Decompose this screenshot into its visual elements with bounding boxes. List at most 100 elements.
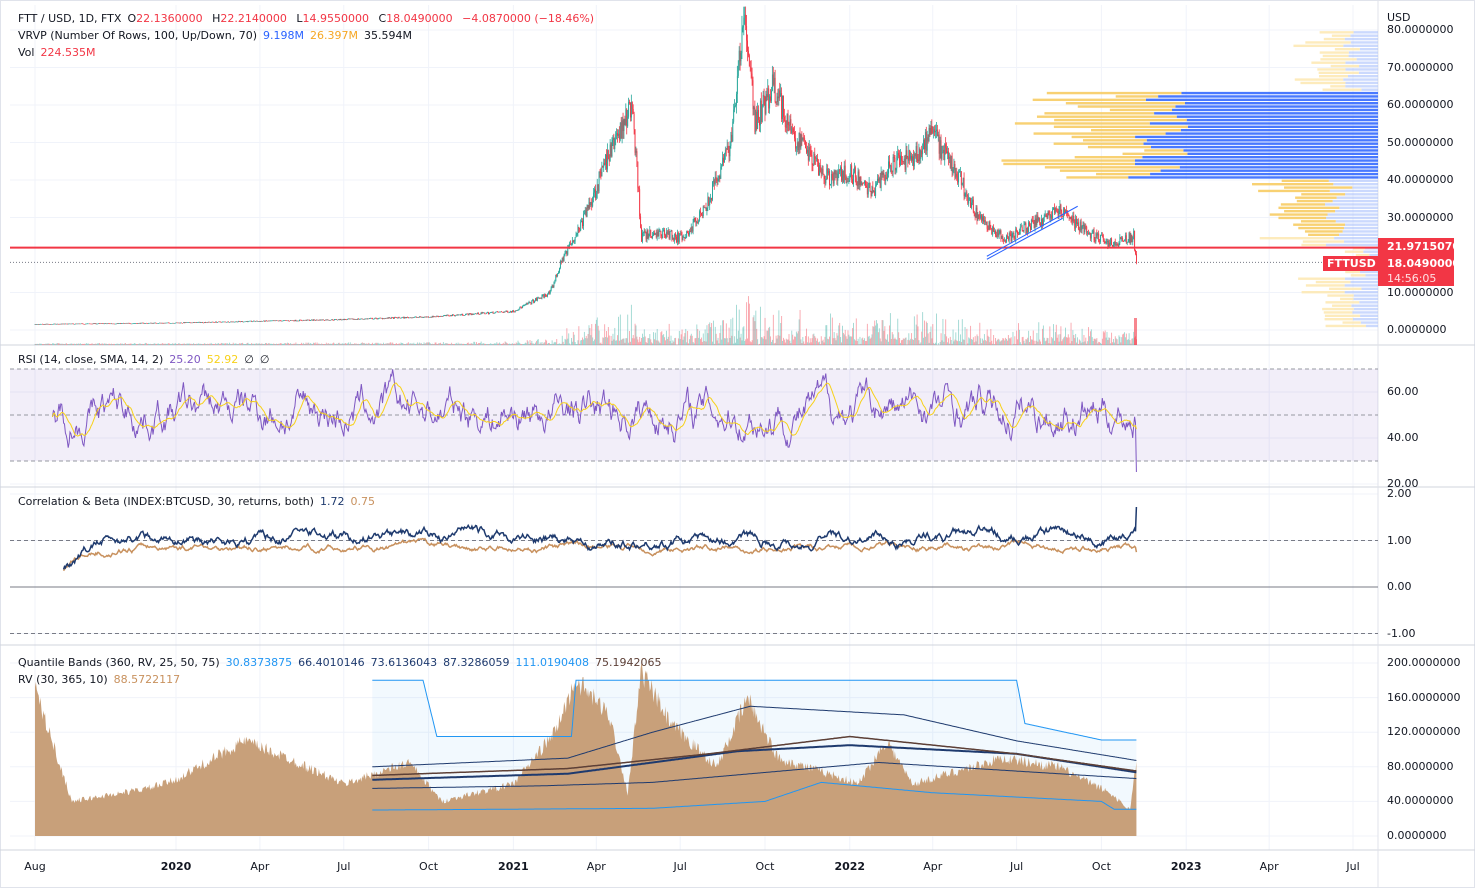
candle-body xyxy=(125,323,127,324)
volume-bar xyxy=(681,329,683,345)
candle-body xyxy=(406,317,408,318)
candle-body xyxy=(857,171,859,187)
candle-body xyxy=(558,272,560,274)
candle-body xyxy=(647,230,649,238)
volume-bar xyxy=(712,341,713,345)
volume-bar xyxy=(759,306,761,345)
candle-body xyxy=(791,128,793,133)
candle-body xyxy=(383,318,384,319)
volume-bar xyxy=(535,342,536,345)
symbol-label[interactable]: FTT / USD, 1D, FTX xyxy=(18,12,122,25)
volume-bar xyxy=(884,326,886,345)
volume-bar xyxy=(700,339,701,345)
volume-bar xyxy=(762,338,764,345)
rsi-legend[interactable]: RSI (14, close, SMA, 14, 2) 25.20 52.92 ∅ ∅ xyxy=(18,353,275,366)
candle-body xyxy=(985,221,987,223)
candle-body xyxy=(167,322,169,324)
currency-label[interactable]: USD xyxy=(1387,11,1411,24)
volume-bar xyxy=(623,338,625,345)
candle-body xyxy=(151,323,153,324)
vrvp-up: 9.198M xyxy=(263,29,304,42)
volume-bar xyxy=(1129,340,1131,345)
volume-bar xyxy=(508,343,510,345)
corr-legend[interactable]: Correlation & Beta (INDEX:BTCUSD, 30, re… xyxy=(18,495,381,508)
volume-bar xyxy=(53,343,55,345)
volume-bar xyxy=(74,343,76,345)
candle-body xyxy=(611,139,613,157)
volume-bar xyxy=(563,343,565,345)
volume-bar xyxy=(226,343,228,345)
volume-bar xyxy=(405,344,407,345)
volume-bar xyxy=(313,343,315,345)
volume-bar xyxy=(907,339,909,345)
candle-body xyxy=(613,138,615,150)
volume-bar xyxy=(818,342,819,345)
volume-bar xyxy=(1131,338,1133,345)
volume-bar xyxy=(891,332,893,345)
candle-body xyxy=(372,319,374,320)
time-tick: Oct xyxy=(1091,860,1111,873)
time-tick: Apr xyxy=(1259,860,1279,873)
candle-body xyxy=(620,122,622,139)
time-tick: Oct xyxy=(755,860,775,873)
volume-bar xyxy=(191,343,193,345)
volume-bar xyxy=(209,343,211,345)
candle-body xyxy=(84,324,86,325)
volume-bar xyxy=(795,331,797,345)
rv-legend[interactable]: RV (30, 365, 10) 88.5722117 xyxy=(18,673,186,686)
candle-body xyxy=(499,311,501,313)
candle-body xyxy=(48,323,50,325)
candle-body xyxy=(810,150,812,156)
volume-bar xyxy=(712,320,714,345)
candle-body xyxy=(493,313,495,314)
candle-body xyxy=(134,323,136,324)
volume-bar xyxy=(443,343,445,345)
candle-body xyxy=(173,323,175,324)
volume-bar xyxy=(500,343,502,345)
volume-bar xyxy=(536,341,537,345)
volume-bar xyxy=(598,330,600,345)
volume-bar xyxy=(452,343,454,345)
volume-bar xyxy=(1043,337,1045,345)
volume-bar xyxy=(314,342,316,345)
candle-body xyxy=(513,311,515,313)
vp-up-bar xyxy=(1187,152,1378,156)
volume-bar xyxy=(476,342,477,345)
volume-bar xyxy=(764,317,766,345)
candle-body xyxy=(662,230,664,238)
volume-bar xyxy=(615,340,617,345)
volume-bar xyxy=(880,341,882,345)
volume-bar xyxy=(808,342,810,345)
volume-bar xyxy=(1050,343,1052,345)
candle-body xyxy=(459,314,461,316)
volume-bar xyxy=(532,343,534,345)
volume-bar xyxy=(752,317,754,345)
vp-down-bar xyxy=(1281,179,1329,183)
candle-body xyxy=(205,322,207,323)
volume-bar xyxy=(1091,337,1093,345)
volume-bar xyxy=(109,343,111,345)
candle-body xyxy=(1111,238,1113,245)
candle-body xyxy=(374,317,376,319)
candle-body xyxy=(759,100,761,126)
candle-body xyxy=(644,230,646,234)
volume-bar xyxy=(941,340,943,345)
vrvp-legend[interactable]: VRVP (Number Of Rows, 100, Up/Down, 70) 9… xyxy=(18,29,418,42)
candle-body xyxy=(904,158,906,170)
volume-bar xyxy=(116,343,118,345)
candle-body xyxy=(243,321,245,323)
volume-bar xyxy=(832,338,834,345)
volume-legend[interactable]: Vol 224.535M xyxy=(18,46,101,59)
volume-bar xyxy=(404,343,406,345)
volume-bar xyxy=(977,336,979,345)
volume-bar xyxy=(1080,342,1082,345)
qb-legend[interactable]: Quantile Bands (360, RV, 25, 50, 75) 30.8… xyxy=(18,656,668,669)
candle-body xyxy=(920,150,922,160)
volume-bar xyxy=(429,342,430,345)
candle-body xyxy=(213,322,215,323)
volume-bar xyxy=(514,343,516,345)
candle-body xyxy=(273,320,275,322)
vp-down-bar xyxy=(1302,240,1344,243)
volume-bar xyxy=(291,343,293,345)
